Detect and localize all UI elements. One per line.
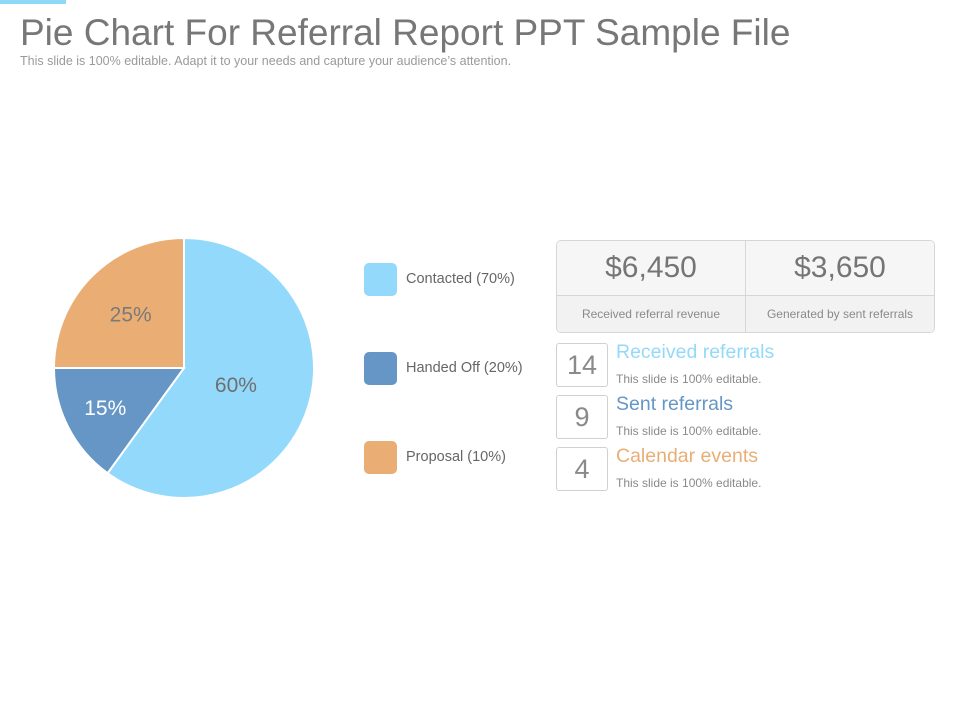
legend-swatch: [364, 262, 397, 296]
metric-description: This slide is 100% editable.: [616, 476, 762, 490]
pie-slice-label: 60%: [215, 374, 257, 397]
metric-description: This slide is 100% editable.: [616, 372, 762, 386]
legend-label: Handed Off (20%): [406, 360, 523, 376]
stat-value: $3,650: [746, 241, 934, 295]
metric-title: Calendar events: [616, 445, 759, 467]
legend-swatch: [364, 351, 397, 385]
pie-slice: [106, 236, 315, 499]
stat-generated-revenue: $3,650 Generated by sent referrals: [745, 241, 934, 332]
stat-caption: Received referral revenue: [557, 295, 745, 332]
metric-count: 9: [556, 395, 608, 439]
legend-item-proposal: Proposal (10%): [364, 440, 506, 474]
legend-label: Contacted (70%): [406, 271, 515, 287]
stat-value: $6,450: [557, 241, 745, 295]
legend-swatch: [364, 440, 397, 474]
pie-slice: [52, 236, 185, 369]
metric-count: 14: [556, 343, 608, 387]
metric-title: Received referrals: [616, 341, 775, 363]
pie-chart: 60% 15% 25%: [52, 236, 315, 499]
metric-title: Sent referrals: [616, 393, 734, 415]
metric-count: 4: [556, 447, 608, 491]
accent-bar: [0, 0, 66, 4]
pie-slice: [52, 367, 186, 475]
pie-slice-label: 25%: [110, 304, 152, 327]
legend-item-handed-off: Handed Off (20%): [364, 351, 523, 385]
legend-label: Proposal (10%): [406, 449, 506, 465]
page-title: Pie Chart For Referral Report PPT Sample…: [20, 12, 791, 53]
stat-received-revenue: $6,450 Received referral revenue: [557, 241, 745, 332]
metric-description: This slide is 100% editable.: [616, 424, 762, 438]
pie-slice-label: 15%: [84, 397, 126, 420]
page-subtitle: This slide is 100% editable. Adapt it to…: [20, 54, 512, 68]
legend-item-contacted: Contacted (70%): [364, 262, 515, 296]
revenue-stats: $6,450 Received referral revenue $3,650 …: [556, 240, 935, 333]
stat-caption: Generated by sent referrals: [746, 295, 934, 332]
